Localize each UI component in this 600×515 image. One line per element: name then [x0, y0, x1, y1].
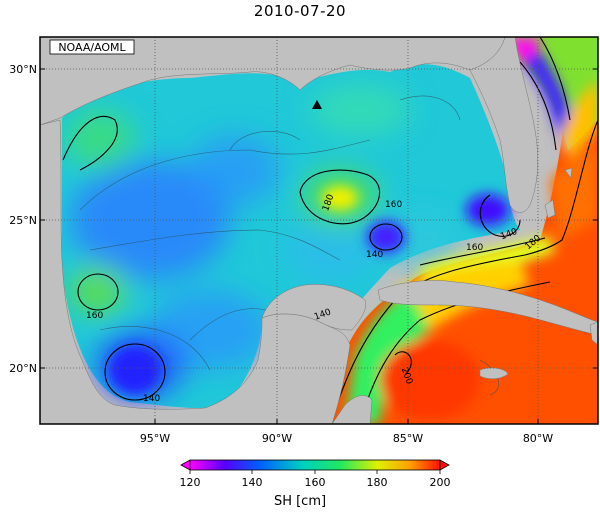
axis-ticks — [40, 68, 598, 424]
colorbar-tick: 180 — [367, 476, 388, 489]
lat-label-30n: 30°N — [9, 63, 37, 76]
contour-label: 140 — [143, 394, 160, 404]
colorbar: 120 140 160 180 200 — [180, 459, 451, 489]
mexico-coast — [40, 119, 351, 424]
yucatan-peninsula — [261, 284, 366, 331]
lon-label-85w: 85°W — [393, 432, 423, 445]
colorbar-tick: 140 — [242, 476, 263, 489]
colorbar-tick: 200 — [430, 476, 451, 489]
central-america — [331, 395, 373, 424]
colorbar-low-arrow — [180, 459, 191, 471]
florida-peninsula — [469, 37, 538, 213]
bahamas-2 — [564, 167, 573, 179]
map-title: 2010-07-20 — [253, 2, 347, 20]
lat-label-20n: 20°N — [9, 362, 37, 375]
graticule — [40, 37, 598, 424]
lon-label-95w: 95°W — [140, 432, 170, 445]
contour-lines — [62, 37, 598, 424]
contour-label: 160 — [86, 311, 103, 321]
station-marker — [312, 100, 322, 109]
colorbar-tick: 120 — [180, 476, 201, 489]
contour-label: 160 — [466, 243, 483, 253]
lon-label-80w: 80°W — [523, 432, 553, 445]
colorbar-gradient — [189, 459, 441, 471]
lat-label-25n: 25°N — [9, 214, 37, 227]
colorbar-tick: 160 — [305, 476, 326, 489]
bahamas — [544, 199, 556, 219]
land-masses — [40, 37, 598, 424]
colorbar-high-arrow — [439, 459, 450, 471]
longitude-labels: 95°W 90°W 85°W 80°W — [140, 432, 553, 445]
us-gulf-coast — [40, 37, 506, 126]
map-frame — [39, 36, 599, 425]
cuba — [377, 280, 598, 336]
contour-label: 140 — [366, 250, 383, 260]
contour-label: 160 — [385, 200, 402, 210]
credit-box: NOAA/AOML — [49, 39, 135, 55]
hispaniola — [589, 321, 598, 346]
latitude-labels: 30°N 25°N 20°N — [9, 63, 37, 375]
credit-label: NOAA/AOML — [58, 41, 126, 54]
contour-lines-thin — [79, 95, 499, 396]
colorbar-label: SH [cm] — [273, 494, 327, 509]
lon-label-90w: 90°W — [262, 432, 292, 445]
